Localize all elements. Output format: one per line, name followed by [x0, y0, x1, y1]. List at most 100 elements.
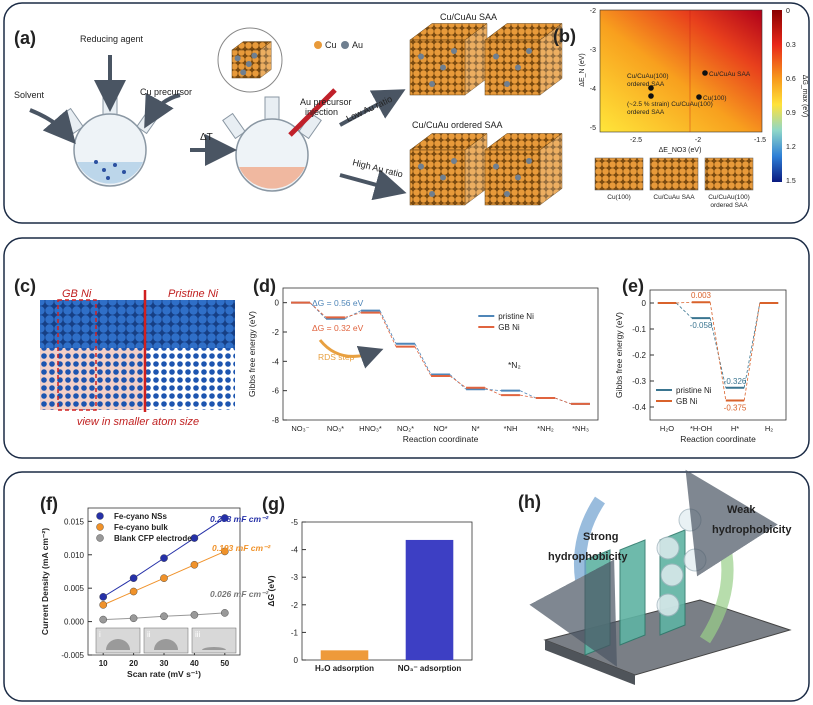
au-atom — [234, 55, 241, 62]
au-atom — [515, 64, 521, 71]
syringe — [288, 88, 337, 137]
particle — [106, 176, 110, 180]
point — [648, 85, 654, 91]
point-label: ordered SAA — [627, 81, 665, 88]
connector — [743, 302, 761, 401]
point — [99, 601, 107, 609]
point — [129, 614, 138, 623]
x-tick-label: H₂O adsorption — [315, 664, 374, 673]
au-atom — [451, 158, 457, 164]
au-atom — [440, 64, 446, 71]
legend-cu — [314, 41, 322, 49]
tick-label: -3 — [590, 47, 596, 54]
liquid — [239, 167, 305, 189]
y-tick-label: 0 — [642, 299, 647, 308]
legend-marker — [96, 523, 104, 531]
axis-label: ΔG_max (eV) — [801, 75, 808, 117]
arrow — [29, 108, 76, 145]
droplet — [106, 639, 130, 650]
point — [220, 547, 229, 556]
legend-au — [341, 41, 349, 49]
x-tick-label: *NH₂ — [537, 424, 554, 433]
legend-label: Fe-cyano NSs — [114, 512, 167, 521]
au-atom — [429, 191, 435, 197]
cube-front — [409, 149, 466, 206]
annotation: *N₂ — [508, 360, 521, 370]
arrow-left — [529, 496, 617, 667]
x-tick-label: H* — [731, 424, 739, 433]
label: Reducing agent — [80, 34, 144, 44]
plot-frame — [301, 521, 473, 661]
image-label: Cu/CuAu(100) — [708, 194, 750, 201]
label: Cu/CuAu ordered SAA — [412, 120, 503, 130]
x-tick-label: 10 — [99, 659, 108, 668]
legend-marker — [96, 512, 104, 520]
tick-label: 1.2 — [786, 144, 796, 151]
tick-label: -5 — [590, 125, 596, 132]
axis-label: ΔE_NO3 (eV) — [659, 147, 702, 154]
structure-image — [704, 157, 754, 191]
point-label: (~2.5 % strain) Cu/CuAu(100) — [627, 101, 713, 108]
h-label: Strong — [583, 531, 618, 543]
connector — [484, 387, 502, 396]
au-atom — [526, 158, 532, 164]
inset-label: ii — [147, 630, 151, 639]
au-atom — [418, 53, 424, 60]
point — [129, 574, 138, 582]
cube-front — [484, 39, 541, 96]
tick-label: -4 — [590, 86, 596, 93]
y-axis-label: Gibbs free energy (eV) — [614, 312, 624, 398]
y-tick-label: -8 — [272, 416, 280, 425]
y-tick-label: 0.005 — [64, 584, 85, 593]
connector — [414, 346, 432, 377]
annotation: ΔG = 0.32 eV — [312, 323, 364, 333]
y-tick-label: -2 — [272, 328, 280, 337]
label: Cu — [325, 40, 337, 50]
label: injection — [305, 107, 338, 117]
y-axis-label: Gibbs free energy (eV) — [247, 311, 257, 397]
point — [648, 93, 654, 99]
liquid — [77, 162, 143, 184]
au-atom — [451, 48, 457, 54]
tick-label: 0 — [786, 8, 790, 15]
bubble — [678, 508, 702, 532]
au-atom — [526, 48, 532, 54]
x-tick-label: *NH — [504, 424, 518, 433]
x-tick-label: N* — [471, 424, 479, 433]
inset — [191, 627, 237, 654]
legend-marker — [96, 534, 104, 542]
point-label: Cu(100) — [703, 95, 726, 102]
image-label: Cu/CuAu SAA — [653, 194, 695, 201]
point — [220, 514, 229, 522]
y-tick-label: -1 — [291, 628, 299, 637]
h-label: hydrophobicity — [548, 551, 628, 563]
image-label: ordered SAA — [710, 202, 748, 209]
heatmap — [599, 9, 763, 133]
label: Low Au ratio — [345, 94, 394, 124]
point — [702, 70, 708, 76]
arrow — [144, 92, 181, 129]
y-tick-label: -4 — [291, 546, 299, 555]
point-label: Cu/CuAu(100) — [627, 73, 669, 80]
label: High Au ratio — [352, 157, 404, 179]
gb-box — [57, 299, 97, 411]
y-tick-label: -0.3 — [632, 377, 646, 386]
particle — [102, 168, 106, 172]
connector — [484, 388, 502, 392]
y-tick-label: -0.2 — [632, 351, 646, 360]
bubble — [660, 563, 684, 587]
panel-label: (e) — [622, 276, 644, 296]
inset-label: i — [99, 630, 101, 639]
panel-label: (c) — [14, 276, 36, 296]
tick-label: -1.5 — [754, 137, 766, 144]
connector — [309, 302, 327, 320]
y-tick-label: -4 — [272, 357, 280, 366]
particle — [94, 160, 98, 164]
point — [160, 554, 168, 562]
point — [160, 574, 168, 582]
colorbar — [772, 10, 782, 182]
annotation: 0.298 mF cm⁻² — [210, 514, 270, 524]
x-axis-label: Reaction coordinate — [403, 434, 479, 444]
data-label: -0.375 — [724, 404, 747, 413]
data-label: 0.003 — [691, 291, 712, 300]
